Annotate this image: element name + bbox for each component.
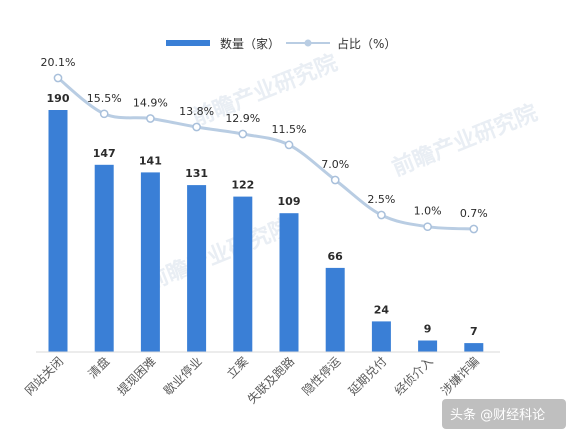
category-label-1: 清盘 — [85, 354, 113, 382]
percent-label-0: 20.1% — [41, 56, 76, 69]
category-label-0: 网站关闭 — [22, 354, 66, 398]
percent-label-7: 2.5% — [367, 193, 395, 206]
bar-1 — [94, 164, 114, 352]
line-point-1 — [99, 109, 109, 119]
percent-label-5: 11.5% — [272, 123, 307, 136]
bar-8 — [418, 340, 438, 352]
line-point-7 — [377, 210, 386, 220]
watermark-1: 前瞻产业研究院 — [189, 50, 342, 132]
legend-line-marker — [304, 39, 312, 47]
line-point-0 — [53, 73, 63, 83]
footer-badge-bg — [442, 399, 566, 429]
category-label-7: 延期兑付 — [346, 354, 390, 398]
bar-value-label-1: 147 — [93, 147, 116, 160]
percent-label-8: 1.0% — [414, 205, 442, 218]
category-label-8: 经侦介入 — [392, 354, 436, 398]
bar-2 — [140, 172, 160, 352]
legend-line-label: 占比（%） — [337, 36, 396, 51]
bar-value-label-0: 190 — [47, 92, 70, 105]
percent-label-4: 12.9% — [225, 112, 260, 125]
bar-value-label-5: 109 — [278, 195, 301, 208]
category-label-3: 歇业停业 — [160, 354, 205, 399]
legend-bar-swatch — [166, 40, 210, 46]
percent-label-2: 14.9% — [133, 97, 168, 110]
line-point-3 — [192, 122, 201, 132]
legend: 数量（家） 占比（%） — [166, 36, 396, 51]
category-label-6: 隐性停运 — [299, 354, 344, 399]
bar-value-label-9: 7 — [470, 325, 478, 338]
percent-label-9: 0.7% — [460, 207, 488, 220]
bar-0 — [48, 110, 68, 352]
bar-value-label-7: 24 — [374, 303, 390, 316]
line-point-6 — [330, 175, 340, 185]
category-label-9: 涉嫌诈骗 — [437, 354, 482, 399]
bar-6 — [325, 267, 345, 352]
bar-value-label-6: 66 — [328, 250, 344, 263]
bar-value-label-4: 122 — [231, 179, 254, 192]
category-label-4: 立案 — [223, 354, 251, 382]
bar-value-label-8: 9 — [424, 323, 432, 336]
line-point-2 — [146, 114, 155, 123]
bar-4 — [233, 196, 253, 352]
bar-value-label-3: 131 — [185, 167, 208, 180]
category-label-2: 提现困难 — [114, 354, 159, 399]
percentage-line — [57, 76, 474, 231]
percent-label-1: 15.5% — [87, 92, 122, 105]
line-point-4 — [238, 129, 248, 139]
bar-7 — [371, 321, 391, 352]
footer-badge: 头条 @财经科论 — [442, 399, 566, 429]
bar-9 — [464, 343, 484, 352]
bars-layer — [48, 110, 484, 352]
line-point-9 — [469, 224, 479, 234]
watermark-3: 前瞻产业研究院 — [143, 214, 296, 296]
bar-5 — [279, 213, 299, 352]
footer-text: 头条 @财经科论 — [450, 407, 545, 423]
watermark-2: 前瞻产业研究院 — [389, 100, 542, 182]
percentage-line-layer — [53, 73, 479, 234]
bar-value-label-2: 141 — [139, 154, 162, 167]
percent-label-3: 13.8% — [179, 105, 214, 118]
bar-3 — [187, 185, 207, 352]
percent-label-6: 7.0% — [321, 158, 349, 171]
line-point-8 — [423, 222, 432, 232]
category-label-5: 失联及跑路 — [244, 354, 297, 407]
line-point-5 — [284, 140, 294, 150]
legend-bar-label: 数量（家） — [220, 36, 280, 51]
